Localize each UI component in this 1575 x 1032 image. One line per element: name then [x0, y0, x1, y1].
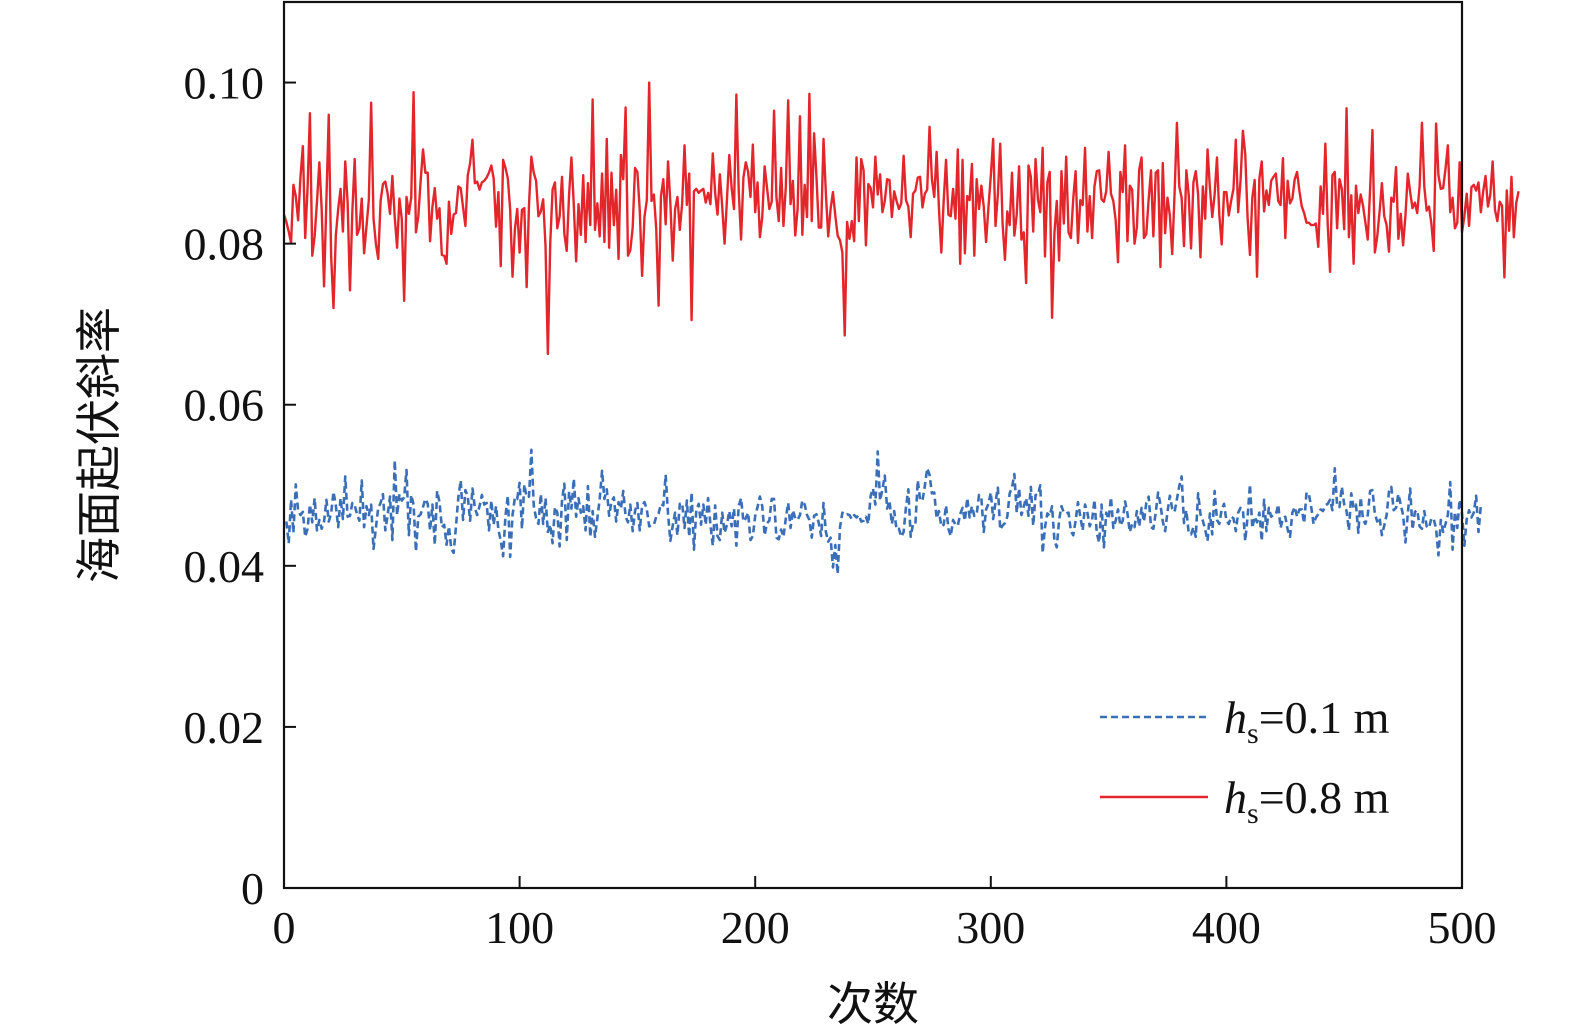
- x-tick-label: 400: [1192, 902, 1261, 953]
- legend: hs=0.1 m hs=0.8 m: [1100, 692, 1390, 830]
- series-line-2: [282, 81, 1520, 356]
- x-axis-title: 次数: [827, 977, 919, 1031]
- series-line-1: [285, 448, 1483, 576]
- y-tick-label: 0.06: [184, 380, 265, 431]
- x-tick-label: 100: [485, 902, 554, 953]
- y-tick-label: 0.08: [184, 219, 265, 270]
- x-tick-label: 200: [721, 902, 790, 953]
- plot-frame: [282, 0, 1464, 890]
- y-tick-label: 0.10: [184, 58, 265, 109]
- x-axis: 0 100 200 300 400 500: [273, 876, 1497, 953]
- x-tick-label: 500: [1428, 902, 1497, 953]
- x-tick-label: 0: [273, 902, 296, 953]
- y-tick-label: 0.02: [184, 702, 265, 753]
- y-tick-label: 0.04: [184, 541, 265, 592]
- y-tick-label: 0: [241, 863, 264, 914]
- legend-label-2: hs=0.8 m: [1224, 772, 1390, 830]
- x-tick-label: 300: [956, 902, 1025, 953]
- legend-label-1: hs=0.1 m: [1224, 692, 1390, 750]
- y-axis-title: 海面起伏斜率: [72, 307, 126, 583]
- y-axis: 0 0.02 0.04 0.06 0.08 0.10: [184, 58, 296, 914]
- series-layer: [282, 81, 1520, 576]
